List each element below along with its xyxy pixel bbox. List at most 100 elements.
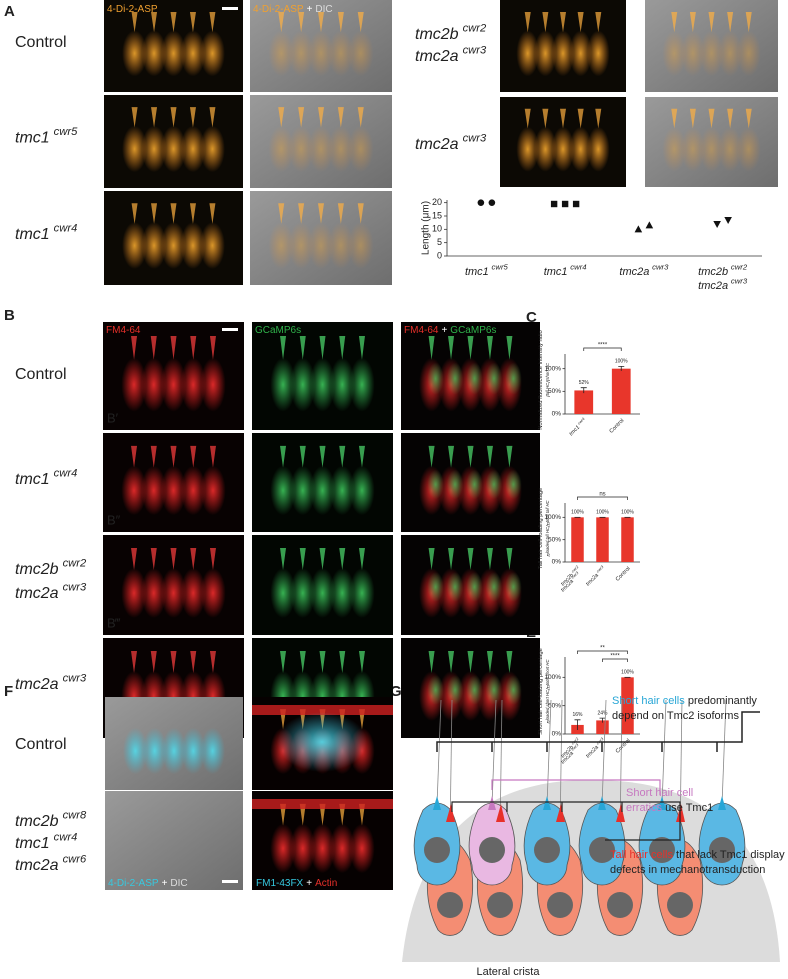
hair-bundle bbox=[448, 548, 455, 570]
allele: cwr3 bbox=[596, 564, 605, 573]
hair-bundle bbox=[319, 803, 326, 826]
gene-name: tmc2a bbox=[415, 48, 459, 65]
allele: cwr6 bbox=[63, 854, 87, 866]
cell-glow bbox=[121, 465, 147, 516]
cell-glow bbox=[680, 126, 705, 172]
significance-bracket bbox=[577, 650, 628, 654]
annotation-part: Short hair cells bbox=[612, 695, 685, 707]
cell-glow bbox=[349, 357, 375, 412]
cell-glow bbox=[308, 222, 334, 270]
label-part: loaded short HC bbox=[545, 689, 550, 720]
cell-glow bbox=[268, 125, 295, 173]
bar bbox=[596, 517, 609, 562]
gene-name: tmc2b bbox=[15, 813, 59, 830]
hair-bundle bbox=[278, 11, 285, 33]
hair-bundle bbox=[506, 548, 513, 570]
value-label: 24% bbox=[597, 710, 608, 716]
hair-bundle bbox=[658, 796, 666, 810]
label-part: Tall hair cell-loading percentage bbox=[538, 488, 544, 570]
hair-bundle bbox=[131, 203, 138, 224]
hair-bundle bbox=[299, 803, 306, 826]
panel-label: A bbox=[4, 3, 15, 20]
gene-name: Control bbox=[15, 736, 67, 753]
genotype-label: tmc2b cwr8 bbox=[15, 810, 87, 831]
nucleus bbox=[437, 892, 463, 918]
hair-bundle bbox=[598, 796, 606, 810]
kinocilium bbox=[436, 699, 442, 806]
hair-bundle bbox=[150, 651, 157, 673]
hair-bundle bbox=[357, 203, 364, 224]
bar bbox=[621, 517, 634, 562]
hair-bundle bbox=[170, 548, 177, 570]
actin-band bbox=[252, 799, 393, 809]
allele: cwr8 bbox=[63, 810, 87, 822]
hair-bundle bbox=[280, 651, 287, 673]
cell-glow bbox=[270, 465, 296, 516]
y-tick-label: 20 bbox=[432, 197, 442, 207]
cell-glow bbox=[329, 568, 355, 618]
label-part: n bbox=[546, 522, 552, 525]
y-tick-label: 0% bbox=[552, 559, 562, 566]
hair-bundle bbox=[209, 203, 216, 224]
allele: cwr3 bbox=[571, 570, 580, 579]
point bbox=[724, 217, 732, 224]
micrograph bbox=[104, 191, 243, 285]
cell-glow bbox=[516, 126, 540, 172]
hair-bundle bbox=[339, 803, 346, 826]
significance-bracket bbox=[583, 347, 622, 351]
hair-bundle bbox=[595, 108, 602, 129]
hair-bundle bbox=[542, 11, 549, 33]
cell-glow bbox=[288, 125, 314, 173]
hair-bundle bbox=[595, 11, 602, 33]
hair-bundle bbox=[131, 445, 138, 468]
y-axis-label: Itall HC/Ishort HC bbox=[545, 362, 551, 397]
hair-bundle bbox=[131, 11, 138, 33]
cell-glow bbox=[505, 469, 522, 500]
cell-glow bbox=[329, 823, 355, 874]
cell-glow bbox=[569, 126, 592, 172]
gene-name: Control bbox=[15, 366, 67, 383]
y-tick-label: 100% bbox=[544, 514, 561, 521]
hair-bundle bbox=[524, 11, 531, 33]
label-part: n bbox=[546, 720, 552, 723]
gene-name: tmc1 bbox=[569, 425, 582, 438]
scale-bar bbox=[222, 880, 238, 883]
allele: cwr2 bbox=[571, 564, 580, 573]
y-axis-label: Tall hair cell-loading percentage bbox=[538, 488, 544, 570]
micrograph bbox=[252, 322, 393, 430]
hair-bundle bbox=[151, 203, 158, 224]
y-tick-label: 5 bbox=[437, 237, 442, 247]
axis-line bbox=[446, 200, 762, 257]
y-axis-label: Normalized fluorescence intensity ratio bbox=[538, 330, 544, 430]
cell-glow bbox=[160, 125, 187, 173]
label-part: 4-Di-2-ASP bbox=[253, 4, 304, 15]
hair-bundle bbox=[616, 804, 625, 822]
nucleus bbox=[649, 837, 675, 863]
kinocilium bbox=[546, 699, 552, 806]
allele: cwr2 bbox=[463, 23, 487, 35]
micrograph bbox=[401, 322, 540, 430]
hair-bundle bbox=[151, 107, 158, 128]
panel-label: F bbox=[4, 683, 13, 700]
annotation: Tall hair cells that lack Tmc1 display bbox=[610, 849, 785, 861]
y-axis-label: nloaded tall HC/ntotal tall HC bbox=[545, 500, 551, 557]
hair-bundle bbox=[560, 11, 566, 33]
gene-name: tmc2a bbox=[585, 745, 600, 760]
hair-bundle bbox=[319, 336, 326, 360]
image-background bbox=[105, 791, 243, 890]
cell-glow bbox=[288, 30, 314, 77]
gene-name: tmc2a bbox=[619, 266, 649, 278]
micrograph bbox=[103, 535, 244, 635]
allele: cwr2 bbox=[63, 558, 87, 570]
cell-glow bbox=[534, 30, 557, 77]
actin-band bbox=[252, 705, 393, 715]
hair-bundle bbox=[428, 336, 435, 360]
hair-bundle bbox=[524, 108, 531, 129]
hair-bundle bbox=[708, 11, 715, 33]
significance-bracket bbox=[577, 496, 628, 500]
hair-bundle bbox=[170, 445, 177, 468]
label-part: / bbox=[546, 687, 552, 691]
